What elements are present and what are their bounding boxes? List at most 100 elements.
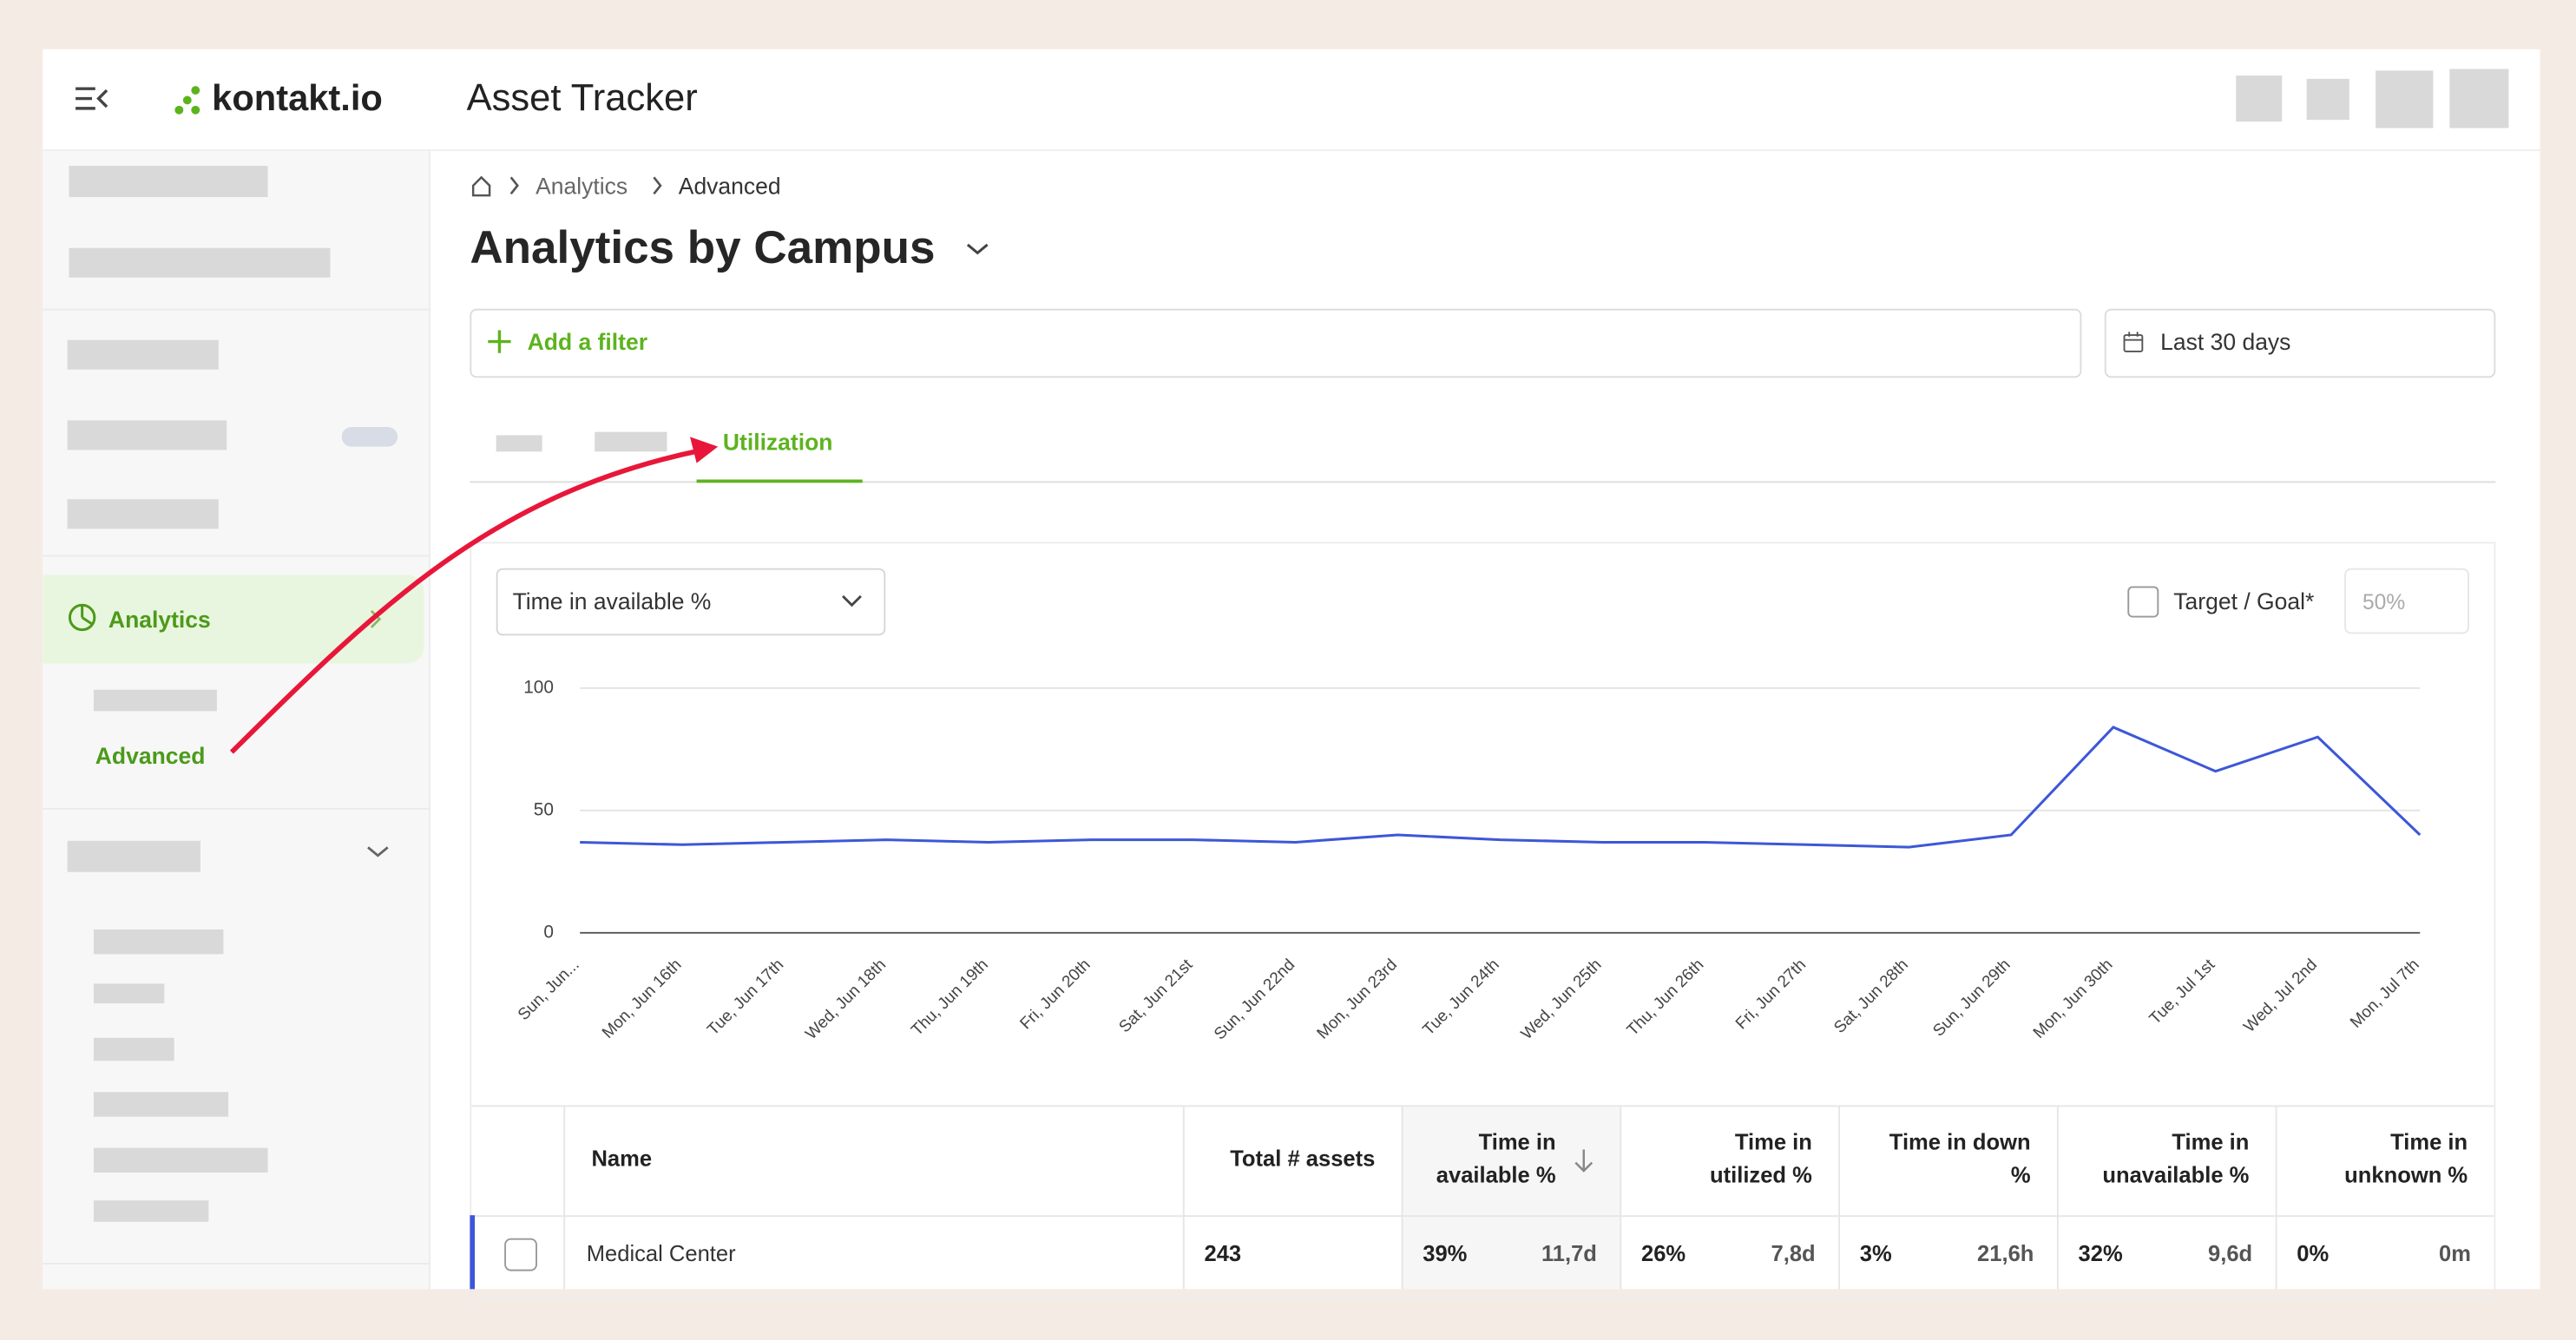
- x-tick-label: Tue, Jun 24th: [1420, 956, 1503, 1039]
- header-action[interactable]: [2376, 70, 2434, 128]
- nav-item[interactable]: [67, 499, 219, 529]
- nav-item[interactable]: [69, 166, 268, 198]
- breadcrumb-link[interactable]: Analytics: [536, 172, 628, 199]
- column-divider: [1838, 1107, 1841, 1290]
- x-tick-label: Tue, Jul 1st: [2146, 956, 2219, 1028]
- nav-subitem[interactable]: [93, 929, 224, 955]
- chevron: [842, 594, 862, 608]
- row-indicator: [470, 1215, 476, 1290]
- column-header-line: unavailable %: [2102, 1162, 2250, 1188]
- cell-percent: 39%: [1423, 1241, 1468, 1266]
- cell-duration: 9,6d: [2208, 1241, 2253, 1266]
- nav-divider: [43, 308, 430, 311]
- column-divider: [1182, 1107, 1185, 1290]
- x-tick-label: Tue, Jun 17th: [704, 956, 787, 1039]
- x-tick-label: Thu, Jun 26th: [1624, 956, 1708, 1040]
- line-chart: 0 50 100 Sun, Jun... Mon, Jun 16th Tue, Jun 1…: [515, 677, 2423, 1043]
- filter-bar[interactable]: [470, 308, 2082, 378]
- x-tick-label: Sat, Jun 21st: [1116, 956, 1197, 1036]
- sort-icon[interactable]: [1574, 1148, 1594, 1174]
- target-input[interactable]: [2344, 568, 2470, 634]
- header-action[interactable]: [2306, 78, 2349, 121]
- target-label[interactable]: Target / Goal*: [2173, 588, 2315, 614]
- nav-subitem[interactable]: [93, 1092, 229, 1117]
- column-header[interactable]: Total # assets: [1183, 1143, 1375, 1176]
- row-checkbox[interactable]: [504, 1238, 537, 1271]
- cell-percent: 32%: [2078, 1241, 2123, 1266]
- column-header-line: Name: [591, 1146, 653, 1172]
- column-header[interactable]: Time in down%: [1838, 1127, 2031, 1192]
- x-tick-label: Thu, Jun 19th: [908, 956, 992, 1040]
- nav-subitem[interactable]: [93, 689, 217, 712]
- column-divider: [1620, 1107, 1622, 1290]
- chevron: [367, 846, 389, 857]
- cell-duration: 11,7d: [1541, 1241, 1597, 1266]
- x-tick-label: Wed, Jul 2nd: [2240, 956, 2321, 1036]
- header-action[interactable]: [2236, 76, 2283, 122]
- cell-percent: 3%: [1859, 1241, 1892, 1266]
- column-header-line: Time in down: [1889, 1129, 2031, 1155]
- page-title: Analytics by Campus: [470, 221, 936, 273]
- menu-toggle[interactable]: [74, 85, 110, 111]
- column-header-line: %: [2010, 1162, 2031, 1188]
- logo: kontakt.io: [212, 76, 383, 119]
- calendar-icon: [2123, 332, 2144, 352]
- column-header[interactable]: Time in unavailable %: [2057, 1127, 2249, 1192]
- cell-duration: 0m: [2438, 1241, 2471, 1266]
- add-filter[interactable]: Add a filter: [527, 328, 648, 355]
- data-line: [580, 726, 2422, 849]
- cell-duration: 7,8d: [1771, 1241, 1816, 1266]
- x-tick-label: Sun, Jun...: [515, 956, 583, 1024]
- table-header-border: [471, 1215, 2494, 1218]
- y-tick-label: 0: [543, 922, 554, 942]
- nav-subitem[interactable]: [93, 1037, 174, 1061]
- date-range[interactable]: Last 30 days: [2160, 328, 2291, 355]
- column-header[interactable]: Name: [591, 1143, 652, 1176]
- breadcrumb-sep: [509, 176, 519, 195]
- nav-item[interactable]: [67, 840, 200, 872]
- date-picker[interactable]: [2104, 308, 2496, 378]
- nav-subitem-active[interactable]: Advanced: [95, 742, 206, 769]
- column-header-line: unknown %: [2344, 1162, 2468, 1188]
- chart-card: [470, 542, 2496, 1297]
- tab-underline: [696, 479, 863, 483]
- breadcrumb-sep: [653, 176, 662, 195]
- home-icon[interactable]: [470, 174, 493, 197]
- tab-active[interactable]: Utilization: [722, 428, 833, 456]
- breadcrumb-current: Advanced: [678, 172, 781, 199]
- nav-subitem[interactable]: [93, 1200, 209, 1222]
- title-dropdown[interactable]: [966, 241, 989, 258]
- column-header-line: available %: [1436, 1162, 1556, 1188]
- header-action[interactable]: [2449, 69, 2509, 128]
- tab[interactable]: [595, 431, 667, 452]
- column-header[interactable]: Time in utilized %: [1620, 1127, 1812, 1192]
- sorted-column-bg: [1401, 1107, 1620, 1290]
- nav-section[interactable]: Analytics: [108, 606, 211, 633]
- column-header[interactable]: Time in unknown %: [2276, 1127, 2468, 1192]
- nav-item[interactable]: [67, 420, 227, 450]
- x-tick-label: Fri, Jun 20th: [1016, 956, 1094, 1033]
- nav-subitem[interactable]: [93, 1147, 268, 1173]
- target-placeholder[interactable]: 50%: [2362, 589, 2406, 614]
- column-header-line: utilized %: [1710, 1162, 1812, 1188]
- logo-icon: [174, 86, 200, 115]
- target-checkbox[interactable]: [2127, 586, 2159, 618]
- nav-item[interactable]: [69, 247, 331, 278]
- cell-duration: 21,6h: [1977, 1241, 2034, 1266]
- app-title: Asset Tracker: [466, 76, 698, 119]
- column-divider: [563, 1107, 566, 1290]
- nav-active-bg[interactable]: [43, 575, 424, 664]
- x-tick-label: Sat, Jun 28th: [1830, 956, 1912, 1037]
- chevron: [370, 609, 382, 628]
- column-header[interactable]: Time in available %: [1402, 1127, 1556, 1192]
- cell-percent: 26%: [1641, 1241, 1686, 1266]
- column-divider: [2275, 1107, 2277, 1290]
- column-header-line: Time in: [1478, 1129, 1556, 1155]
- sidebar: [43, 151, 430, 1290]
- nav-subitem[interactable]: [93, 983, 165, 1004]
- nav-item[interactable]: [67, 339, 219, 370]
- tab[interactable]: [496, 435, 542, 452]
- column-header-line: Total # assets: [1230, 1146, 1376, 1172]
